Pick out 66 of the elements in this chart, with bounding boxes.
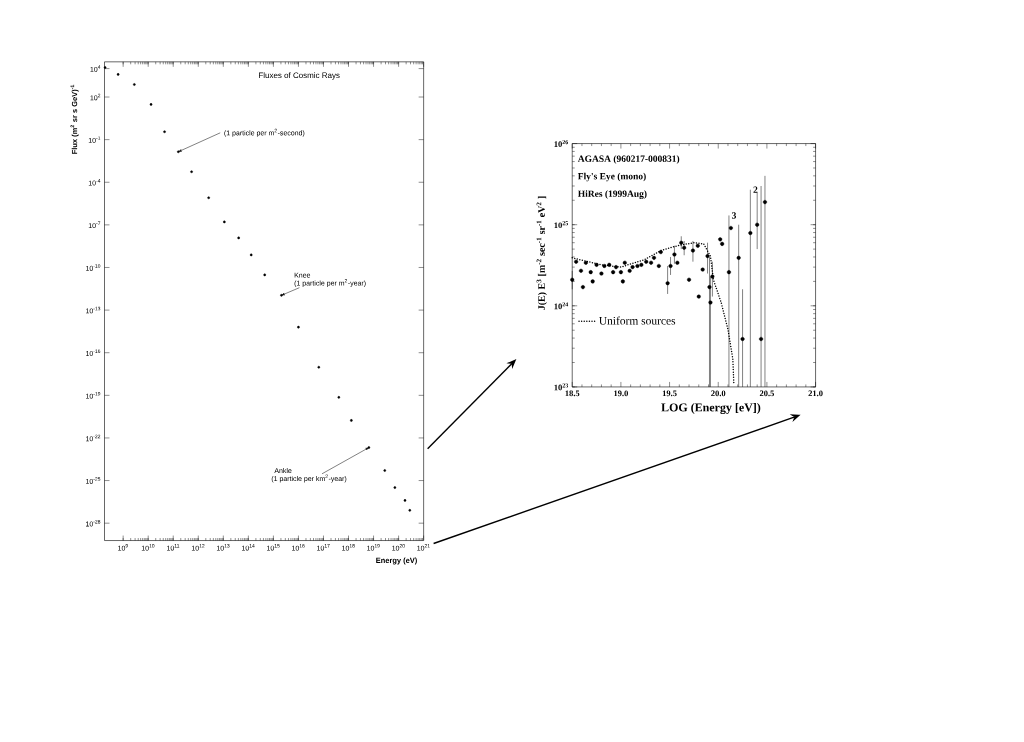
y-tick-label: 10$^{25}$	[554, 221, 568, 229]
y-tick-label: 10$^{23}$	[554, 383, 569, 391]
annotation: Fly's Eye (mono)	[577, 172, 646, 182]
point	[665, 281, 670, 286]
point	[622, 260, 627, 265]
annotation: 2	[753, 186, 758, 193]
point	[736, 255, 741, 260]
legend-label: Uniform sources	[599, 316, 676, 325]
point	[579, 268, 583, 273]
y-tick-label: 10$^{24}$	[554, 302, 569, 310]
point	[611, 270, 616, 275]
point	[728, 226, 733, 231]
point	[740, 336, 745, 341]
point	[590, 279, 595, 284]
point	[652, 255, 656, 260]
point	[668, 263, 673, 268]
point	[599, 271, 604, 276]
x-tick-label: 21.0	[808, 390, 823, 397]
point	[583, 260, 588, 265]
point	[644, 259, 649, 264]
point	[602, 263, 607, 268]
x-tick-label: 20.0	[711, 390, 726, 397]
point	[675, 260, 680, 265]
point	[762, 200, 767, 205]
x-tick-label: 20.5	[759, 390, 775, 397]
point	[649, 260, 654, 265]
x-tick-label: 19.5	[662, 390, 677, 397]
point	[718, 237, 723, 242]
point	[696, 294, 701, 299]
point	[594, 262, 599, 267]
annotation: 3	[732, 212, 737, 219]
point	[682, 245, 687, 250]
x-tick-label: 19.0	[614, 390, 628, 397]
point	[726, 270, 731, 275]
point	[695, 243, 700, 248]
point	[690, 248, 695, 253]
point	[708, 300, 713, 305]
point	[707, 285, 712, 290]
point	[620, 279, 625, 284]
point	[658, 250, 663, 255]
point	[614, 265, 619, 270]
point	[748, 231, 753, 235]
point	[607, 262, 612, 267]
point	[635, 263, 640, 268]
point	[574, 259, 579, 264]
point	[588, 270, 593, 275]
point	[755, 222, 760, 227]
point	[687, 277, 692, 282]
annotation: HiRes (1999Aug)	[577, 190, 647, 199]
point	[639, 262, 644, 267]
point	[710, 274, 715, 279]
point	[618, 270, 623, 275]
text: J(E) E$^{3}$ [m$^{-2}$ sec$^{-1}$ sr$^{-1}$ eV$^{2}$ ]	[536, 196, 547, 310]
x-tick-label: 18.5	[565, 390, 580, 397]
point	[580, 285, 585, 290]
point	[705, 254, 710, 259]
point	[570, 277, 575, 282]
point	[679, 240, 684, 245]
annotation: AGASA (960217-000831)	[577, 155, 680, 164]
point	[656, 263, 661, 268]
point	[720, 241, 725, 246]
point	[759, 336, 764, 341]
y-tick-label: 10$^{26}$	[554, 140, 569, 147]
point	[672, 252, 677, 257]
x-axis-title: LOG (Energy [eV])	[661, 403, 761, 414]
point	[700, 267, 705, 272]
